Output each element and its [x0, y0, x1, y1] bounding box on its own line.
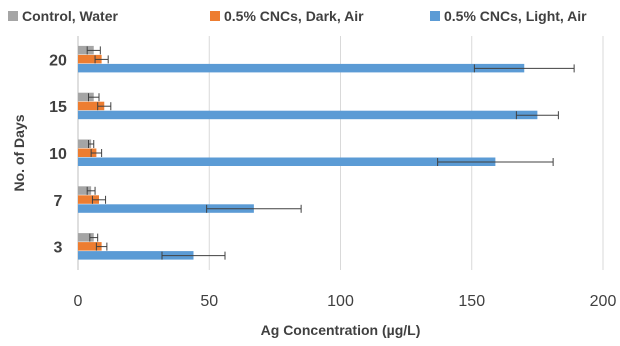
x-tick-label: 100 — [327, 293, 354, 310]
x-tick-label: 0 — [74, 293, 83, 310]
error-bar — [88, 140, 95, 148]
error-bar — [515, 111, 559, 120]
legend-label: Control, Water — [22, 8, 118, 24]
error-bar — [206, 204, 302, 213]
y-axis-title: No. of Days — [11, 114, 27, 191]
error-bar — [86, 46, 101, 55]
y-category-label: 3 — [54, 240, 63, 257]
bar-0-5-cncs-light-air-day-10 — [78, 157, 496, 166]
legend-item: 0.5% CNCs, Light, Air — [430, 8, 587, 24]
x-tick-labels: 0 50 100 150 200 — [74, 293, 617, 310]
error-bar — [97, 102, 112, 111]
bar-control-water-day-7 — [78, 186, 92, 195]
error-bar — [437, 158, 554, 166]
bar-control-water-day-20 — [78, 45, 94, 55]
legend: Control, Water 0.5% CNCs, Dark, Air 0.5% C… — [8, 8, 587, 24]
x-tick-label: 150 — [458, 293, 485, 310]
x-axis-title: Ag Concentration (µg/L) — [261, 322, 421, 338]
x-tick-label: 200 — [590, 293, 617, 310]
bar-control-water-day-10 — [78, 139, 92, 148]
bar-0-5-cncs-light-air-day-20 — [78, 63, 525, 73]
y-category-label: 7 — [54, 193, 63, 210]
bar-0-5-cncs-dark-air-day-7 — [78, 195, 99, 204]
y-category-label: 10 — [49, 146, 67, 163]
bar-0-5-cncs-dark-air-day-20 — [78, 54, 102, 64]
bars — [78, 45, 538, 260]
y-category-labels: 3 7 10 15 20 — [49, 52, 67, 256]
error-bar — [95, 242, 108, 251]
bar-0-5-cncs-dark-air-day-3 — [78, 242, 102, 251]
legend-item: Control, Water — [8, 8, 118, 24]
error-bar — [86, 186, 96, 195]
y-category-label: 15 — [49, 99, 67, 116]
legend-swatch — [210, 11, 220, 21]
x-tick-label: 50 — [200, 293, 218, 310]
error-bar — [94, 55, 109, 64]
error-bar — [473, 64, 575, 73]
legend-label: 0.5% CNCs, Dark, Air — [224, 8, 364, 24]
error-bar — [88, 93, 100, 102]
bar-control-water-day-15 — [78, 92, 94, 102]
bar-0-5-cncs-dark-air-day-15 — [78, 101, 105, 111]
error-bar — [89, 233, 99, 242]
bar-0-5-cncs-dark-air-day-10 — [78, 148, 97, 157]
legend-label: 0.5% CNCs, Light, Air — [444, 8, 587, 24]
bar-0-5-cncs-light-air-day-3 — [78, 251, 194, 260]
bar-control-water-day-3 — [78, 233, 94, 242]
y-category-label: 20 — [49, 52, 67, 69]
bar-0-5-cncs-light-air-day-7 — [78, 204, 254, 213]
error-bars — [86, 46, 575, 260]
error-bar — [90, 149, 103, 157]
legend-item: 0.5% CNCs, Dark, Air — [210, 8, 364, 24]
error-bar — [91, 195, 107, 204]
legend-swatch — [8, 11, 18, 21]
bar-0-5-cncs-light-air-day-15 — [78, 110, 538, 120]
error-bar — [161, 251, 226, 260]
legend-swatch — [430, 11, 440, 21]
